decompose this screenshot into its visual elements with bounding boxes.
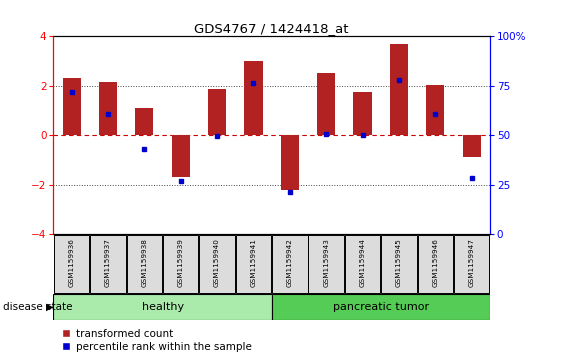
Text: disease state: disease state <box>3 302 72 312</box>
Text: ▶: ▶ <box>46 302 53 312</box>
Bar <box>454 235 489 293</box>
Bar <box>199 235 235 293</box>
Bar <box>354 92 372 135</box>
Bar <box>381 235 417 293</box>
Text: healthy: healthy <box>141 302 184 312</box>
Bar <box>244 61 262 135</box>
Text: GSM1159937: GSM1159937 <box>105 238 111 287</box>
Legend: transformed count, percentile rank within the sample: transformed count, percentile rank withi… <box>59 326 254 354</box>
Bar <box>418 235 453 293</box>
Text: GSM1159942: GSM1159942 <box>287 238 293 287</box>
Bar <box>172 135 190 177</box>
Bar <box>271 294 490 320</box>
Bar <box>236 235 271 293</box>
Text: GSM1159945: GSM1159945 <box>396 238 402 287</box>
Text: GSM1159947: GSM1159947 <box>468 238 475 287</box>
Text: GSM1159946: GSM1159946 <box>432 238 438 287</box>
Text: GSM1159943: GSM1159943 <box>323 238 329 287</box>
Text: GSM1159939: GSM1159939 <box>178 238 184 287</box>
Bar <box>135 108 154 135</box>
Bar <box>90 235 126 293</box>
Text: GSM1159940: GSM1159940 <box>214 238 220 287</box>
Text: pancreatic tumor: pancreatic tumor <box>333 302 429 312</box>
Bar <box>53 294 271 320</box>
Bar <box>309 235 344 293</box>
Bar <box>463 135 481 158</box>
Bar <box>99 82 117 135</box>
Bar <box>272 235 307 293</box>
Bar <box>281 135 299 189</box>
Text: GSM1159938: GSM1159938 <box>141 238 148 287</box>
Bar <box>127 235 162 293</box>
Bar <box>208 89 226 135</box>
Bar <box>317 73 336 135</box>
Bar <box>54 235 90 293</box>
Bar <box>426 85 444 135</box>
Bar <box>163 235 199 293</box>
Bar <box>345 235 380 293</box>
Title: GDS4767 / 1424418_at: GDS4767 / 1424418_at <box>194 22 349 35</box>
Bar <box>390 44 408 135</box>
Text: GSM1159941: GSM1159941 <box>251 238 257 287</box>
Text: GSM1159936: GSM1159936 <box>69 238 75 287</box>
Text: GSM1159944: GSM1159944 <box>360 238 365 287</box>
Bar <box>62 78 81 135</box>
